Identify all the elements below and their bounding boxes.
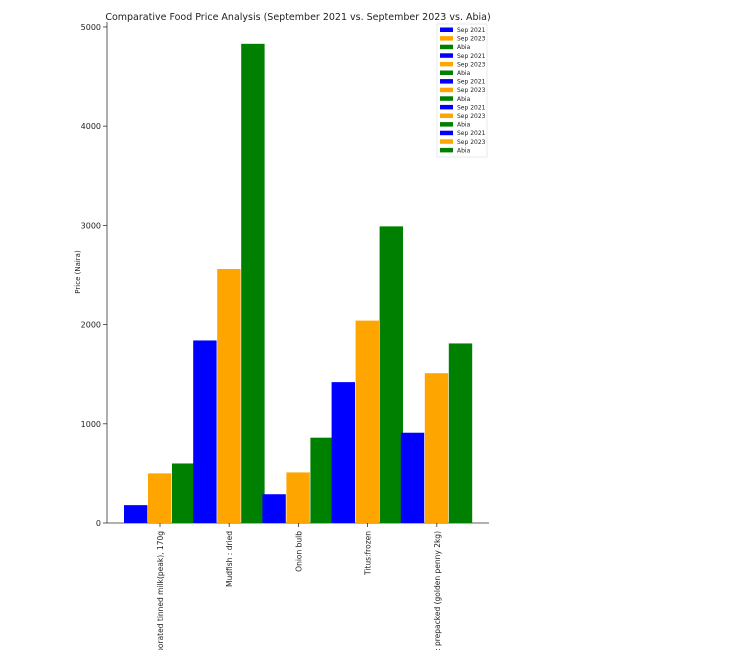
legend-swatch <box>440 61 453 67</box>
legend-label: Abia <box>457 70 471 77</box>
bar-abia <box>241 43 265 523</box>
legend-swatch <box>440 36 453 41</box>
x-tick-label: Mudfish : dried <box>225 531 234 587</box>
legend-label: Sep 2023 <box>457 61 486 68</box>
bar-abia <box>172 463 196 523</box>
bar-sep-2023 <box>286 472 310 523</box>
bar-abia <box>379 226 403 523</box>
legend-swatch <box>440 87 453 93</box>
y-tick-label: 4000 <box>81 122 101 131</box>
y-tick-label: 1000 <box>81 420 101 429</box>
x-axis: Evaporated tinned milk(peak), 170g Mudfis… <box>107 522 489 650</box>
bar-sep-2021 <box>193 340 217 523</box>
x-tick-label: Onion bulb <box>294 531 303 572</box>
y-axis-label: Price (Naira) <box>74 250 82 294</box>
y-tick-label: 3000 <box>81 221 101 230</box>
legend-label: Abia <box>457 147 471 154</box>
bar-sep-2023 <box>217 269 241 523</box>
legend-label: Sep 2021 <box>457 53 486 60</box>
legend-label: Sep 2021 <box>457 79 486 86</box>
legend-swatch <box>440 44 453 50</box>
legend-swatch <box>440 113 453 118</box>
legend-swatch <box>440 27 453 32</box>
legend-swatch <box>440 130 453 136</box>
bar-abia <box>310 437 334 523</box>
legend-label: Abia <box>457 44 471 51</box>
legend-label: Sep 2021 <box>457 27 486 34</box>
legend-swatch <box>440 53 453 58</box>
legend-label: Sep 2023 <box>457 113 486 120</box>
bar-sep-2023 <box>355 320 379 523</box>
bar-sep-2021 <box>400 432 425 523</box>
chart-title: Comparative Food Price Analysis (Septemb… <box>105 12 490 23</box>
x-tick-label: Titus:frozen <box>364 531 373 576</box>
bar-sep-2021 <box>262 494 286 523</box>
legend-label: Sep 2023 <box>457 139 486 146</box>
bar-sep-2023 <box>148 473 172 523</box>
y-axis: 0 1000 2000 3000 4000 5000 <box>81 22 108 528</box>
legend-label: Abia <box>457 122 471 129</box>
legend-label: Sep 2021 <box>457 130 486 137</box>
legend-swatch <box>440 70 453 75</box>
legend-swatch <box>440 147 453 153</box>
legend-swatch <box>440 104 453 110</box>
bar-sep-2023 <box>424 373 449 523</box>
y-tick-label: 2000 <box>81 321 101 330</box>
x-tick-label: flour: prepacked (golden penny 2kg) <box>433 531 442 650</box>
bars <box>124 43 473 523</box>
bar-abia <box>448 343 473 523</box>
legend-label: Abia <box>457 96 471 103</box>
legend-label: Sep 2023 <box>457 87 486 94</box>
legend-swatch <box>440 96 453 101</box>
legend-label: Sep 2023 <box>457 36 486 43</box>
y-tick-label: 5000 <box>81 23 101 32</box>
legend-swatch <box>440 139 453 144</box>
x-tick-label: Evaporated tinned milk(peak), 170g <box>156 531 165 650</box>
legend-swatch <box>440 122 453 127</box>
y-tick-label: 0 <box>96 519 101 528</box>
bar-sep-2021 <box>124 505 148 523</box>
legend-swatch <box>440 79 453 84</box>
legend-label: Sep 2021 <box>457 104 486 111</box>
bar-sep-2021 <box>331 382 355 523</box>
